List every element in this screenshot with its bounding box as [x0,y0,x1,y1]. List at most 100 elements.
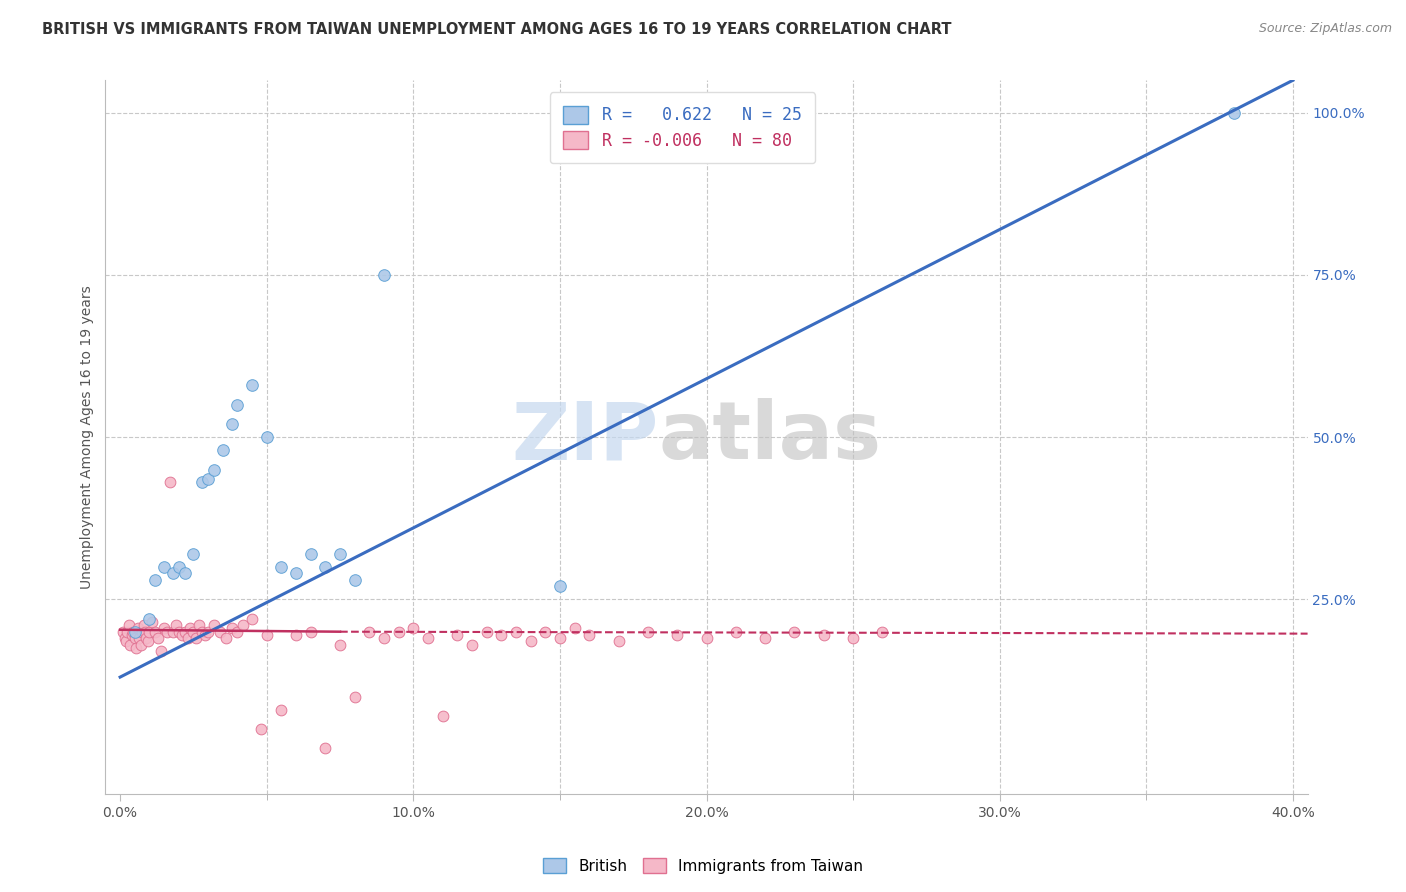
Point [256,430,278,444]
Point [221,417,243,431]
Point [211,443,233,458]
Point [214,631,236,645]
Point [150,644,173,658]
Point [128,631,150,645]
Point [183,624,205,639]
Point [112,624,135,639]
Point [519,634,541,648]
Point [578,628,600,642]
Point [135,631,157,645]
Point [240,378,263,392]
Text: Source: ZipAtlas.com: Source: ZipAtlas.com [1258,22,1392,36]
Legend: British, Immigrants from Taiwan: British, Immigrants from Taiwan [537,852,869,880]
Point [188,618,211,632]
Point [122,624,145,639]
Point [118,618,141,632]
Point [226,398,249,412]
Point [131,624,153,639]
Point [446,628,468,642]
Point [548,579,571,593]
Point [314,559,336,574]
Point [343,690,366,704]
Point [285,566,308,581]
Point [129,638,152,652]
Point [120,638,142,652]
Point [637,624,659,639]
Point [388,624,411,639]
Point [138,612,160,626]
Point [416,631,439,645]
Point [115,634,138,648]
Point [548,631,571,645]
Point [359,624,381,639]
Point [202,462,225,476]
Point [285,628,308,642]
Point [240,612,263,626]
Point [138,624,160,639]
Point [143,573,166,587]
Point [167,624,190,639]
Point [170,628,193,642]
Point [162,624,184,639]
Point [343,573,366,587]
Text: ZIP: ZIP [512,398,658,476]
Point [186,631,208,645]
Point [564,622,586,636]
Point [250,722,273,736]
Point [148,631,170,645]
Point [475,624,498,639]
Point [696,631,718,645]
Point [143,624,166,639]
Point [194,628,217,642]
Point [813,628,835,642]
Point [173,624,195,639]
Point [165,618,187,632]
Point [270,702,292,716]
Text: BRITISH VS IMMIGRANTS FROM TAIWAN UNEMPLOYMENT AMONG AGES 16 TO 19 YEARS CORRELA: BRITISH VS IMMIGRANTS FROM TAIWAN UNEMPL… [42,22,952,37]
Point [491,628,513,642]
Point [666,628,689,642]
Text: atlas: atlas [658,398,882,476]
Point [121,628,143,642]
Point [329,638,352,652]
Point [191,475,214,490]
Point [226,624,249,639]
Point [607,634,630,648]
Point [208,624,231,639]
Point [173,566,195,581]
Point [872,624,894,639]
Point [505,624,527,639]
Point [314,741,336,756]
Point [156,624,179,639]
Point [179,622,201,636]
Point [117,624,139,639]
Point [134,624,156,639]
Point [432,709,454,723]
Point [197,624,219,639]
Point [167,559,190,574]
Point [783,624,806,639]
Point [299,624,322,639]
Point [842,631,865,645]
Point [183,547,205,561]
Point [329,547,352,561]
Point [1223,105,1246,120]
Point [127,622,149,636]
Point [153,622,176,636]
Point [221,622,243,636]
Point [153,559,176,574]
Point [256,628,278,642]
Point [114,631,136,645]
Y-axis label: Unemployment Among Ages 16 to 19 years: Unemployment Among Ages 16 to 19 years [80,285,94,589]
Point [141,615,163,629]
Point [270,559,292,574]
Point [461,638,484,652]
Point [162,566,184,581]
Point [724,624,747,639]
Point [132,618,155,632]
Point [124,631,146,645]
Point [754,631,776,645]
Point [124,624,146,639]
Point [232,618,254,632]
Point [373,268,395,282]
